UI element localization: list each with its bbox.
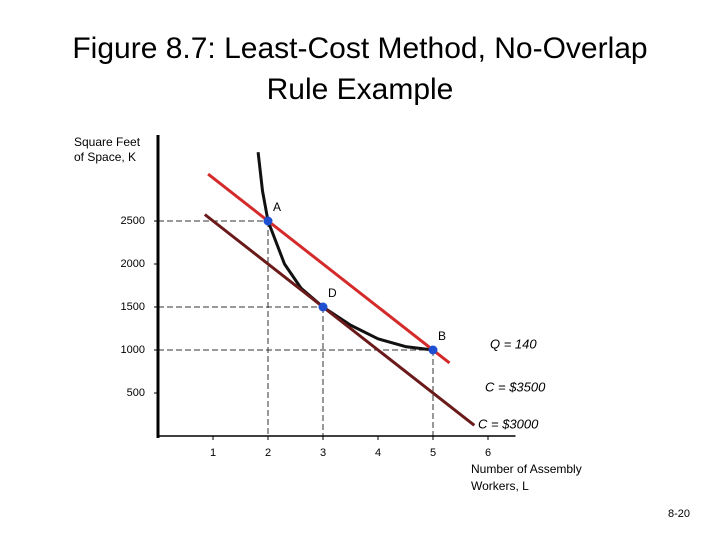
point [318,302,328,312]
title-line: Figure 8.7: Least-Cost Method, No-Overla… [72,32,647,65]
y-axis-label: of Space, K [74,150,136,164]
point-label: B [438,329,446,343]
x-tick-label: 3 [320,447,326,459]
series-label: C = $3000 [478,416,539,431]
y-tick-label: 1000 [121,344,145,356]
slide-number: 8-20 [668,508,690,520]
y-tick-label: 500 [127,387,145,399]
point [428,345,438,355]
y-axis-label: Square Feet [74,135,141,149]
series-line [203,213,476,427]
point [263,216,273,226]
series-line [207,172,451,365]
title-text: Figure 8.7: Least-Cost Method, No-Overla… [72,32,647,65]
x-tick-label: 4 [375,447,381,459]
title-line: Rule Example [267,73,454,106]
series-label: Q = 140 [490,336,537,351]
x-tick-label: 5 [430,447,436,459]
series-line [256,152,434,352]
y-tick-label: 2500 [121,215,145,227]
x-tick-label: 2 [265,447,271,459]
y-tick-label: 2000 [121,258,145,270]
point-label: A [273,200,281,214]
x-tick-label: 1 [210,447,216,459]
title-text: Rule Example [267,73,454,106]
y-tick-label: 1500 [121,301,145,313]
x-axis-label: Number of Assembly [471,462,582,476]
point-label: D [328,286,337,300]
series-label: C = $3500 [485,379,546,394]
x-axis-label: Workers, L [471,479,529,493]
x-tick-label: 6 [485,447,491,459]
